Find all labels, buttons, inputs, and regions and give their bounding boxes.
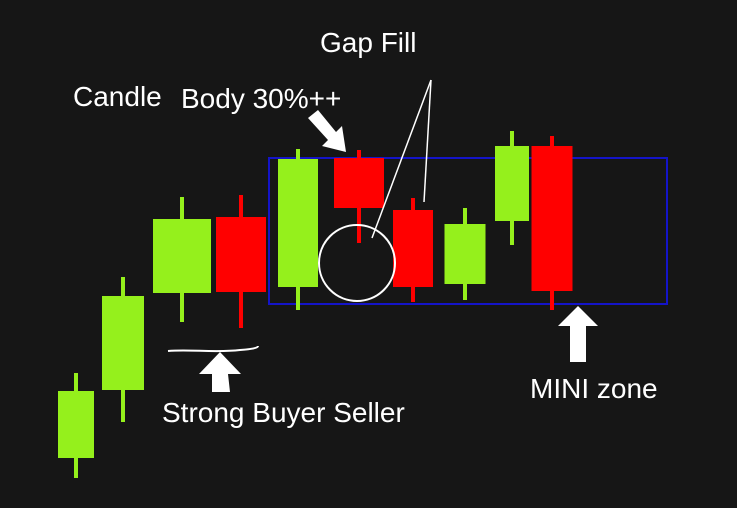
- candle-body: [495, 146, 529, 221]
- pointer-line: [371, 79, 432, 239]
- candle-body: [393, 210, 433, 287]
- mini-zone-box: [268, 157, 668, 305]
- candle-body: [58, 391, 94, 458]
- arrow: [558, 306, 598, 362]
- annotation: MINI zone: [530, 373, 658, 404]
- gap-circle: [318, 224, 396, 302]
- arrow: [199, 352, 241, 392]
- candles: [58, 131, 573, 478]
- candle-body: [216, 217, 266, 292]
- candle-body: [334, 158, 384, 208]
- candle-body: [102, 296, 144, 390]
- annotation: Gap Fill: [320, 27, 416, 58]
- candle-body: [444, 224, 486, 284]
- underline: [167, 345, 259, 353]
- annotation: Strong Buyer Seller: [162, 397, 405, 428]
- candle-body: [278, 159, 318, 287]
- annotation: Candle: [73, 81, 162, 112]
- candle-body: [531, 146, 573, 291]
- candle-body: [153, 219, 211, 293]
- pointer-line: [423, 79, 432, 203]
- arrow: [308, 110, 346, 152]
- annotation: Body 30%++: [181, 83, 341, 114]
